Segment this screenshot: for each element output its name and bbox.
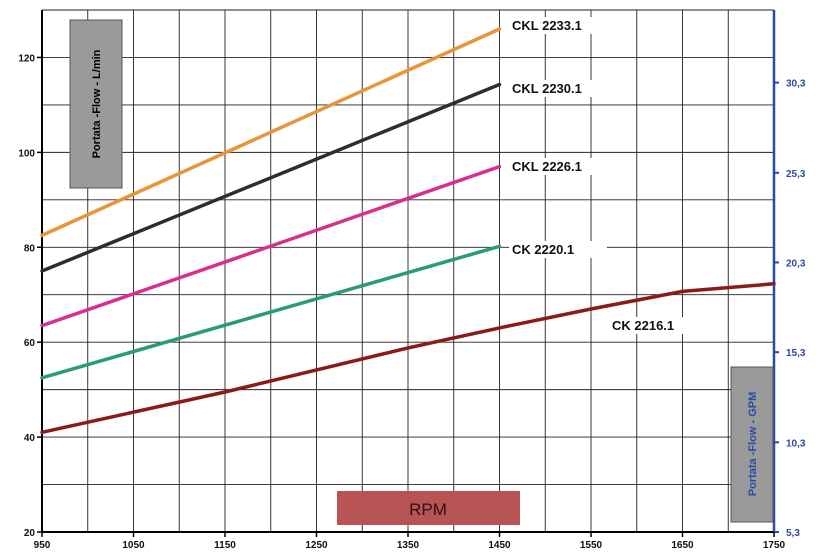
x-axis-title: RPM: [409, 500, 447, 519]
bottom-tick-label: 1550: [580, 540, 603, 551]
right-tick-label: 15,3: [786, 348, 806, 359]
left-tick-label: 20: [24, 528, 36, 539]
left-axis-title: Portata -Flow - L/min: [91, 49, 103, 158]
left-tick-label: 100: [18, 148, 35, 159]
left-tick-label: 40: [24, 433, 36, 444]
right-tick-label: 25,3: [786, 169, 806, 180]
left-axis-title-box: Portata -Flow - L/min: [69, 19, 123, 189]
series-label-3: CK 2220.1: [512, 242, 574, 257]
series-label-bg: [509, 80, 607, 97]
bottom-tick-label: 950: [34, 540, 51, 551]
series-label-bg: [609, 317, 707, 334]
series-line-3: [40, 244, 502, 380]
bottom-axis-ticks: 950 1050 1150 1250 1350 1450 1550 1650 1750: [34, 532, 786, 551]
bottom-tick-label: 1450: [488, 540, 511, 551]
right-tick-label: 10,3: [786, 438, 806, 449]
series-label-bg: [509, 17, 607, 34]
right-tick-label: 20,3: [786, 258, 806, 269]
right-axis-title-box: Portata -Flow - GPM: [730, 366, 774, 523]
right-axis-ticks: 5,3 10,3 15,3 20,3 25,3 30,3: [774, 79, 806, 539]
grid: [41, 9, 776, 533]
series-label-4: CK 2216.1: [612, 318, 674, 333]
series-label-bg: [509, 158, 607, 175]
bottom-tick-label: 1350: [397, 540, 420, 551]
series-line-0: [40, 27, 502, 238]
bottom-tick-label: 1050: [122, 540, 145, 551]
right-axis-title: Portata -Flow - GPM: [747, 392, 759, 497]
bottom-tick-label: 1150: [214, 540, 236, 551]
series-label-bg: [509, 241, 607, 258]
bottom-tick-label: 1250: [305, 540, 328, 551]
series-label-2: CKL 2226.1: [512, 159, 582, 174]
bottom-tick-label: 1750: [763, 540, 786, 551]
series-line-1: [40, 82, 502, 273]
left-tick-label: 120: [18, 53, 35, 64]
series-line-2: [40, 164, 502, 328]
bottom-tick-label: 1650: [671, 540, 694, 551]
right-tick-label: 30,3: [786, 79, 806, 90]
left-tick-label: 80: [24, 243, 36, 254]
series-labels: CKL 2233.1 CKL 2230.1 CKL 2226.1 CK 2220.1 C…: [509, 17, 707, 334]
series-lines: [40, 27, 776, 435]
left-axis-ticks: 20 40 60 80 100 120: [18, 53, 42, 539]
series-label-0: CKL 2233.1: [512, 18, 582, 33]
right-tick-label: 5,3: [786, 528, 800, 539]
series-line-4: [40, 282, 776, 435]
series-label-1: CKL 2230.1: [512, 81, 582, 96]
left-tick-label: 60: [24, 338, 36, 349]
x-axis-title-box: RPM: [337, 491, 520, 525]
